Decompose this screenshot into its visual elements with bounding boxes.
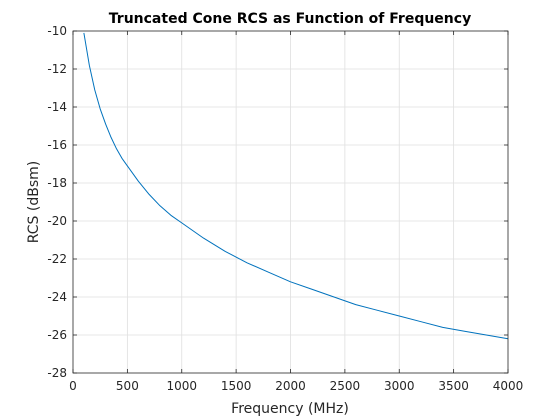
x-axis-label: Frequency (MHz) <box>231 401 349 417</box>
x-tick-label: 2500 <box>330 379 361 393</box>
y-tick-label: -10 <box>47 24 67 38</box>
x-tick-label: 500 <box>116 379 139 393</box>
x-tick-label: 4000 <box>493 379 524 393</box>
x-tick-label: 0 <box>69 379 77 393</box>
y-tick-label: -26 <box>47 328 67 342</box>
x-tick-label: 1500 <box>221 379 252 393</box>
chart-title: Truncated Cone RCS as Function of Freque… <box>109 11 471 27</box>
series-line <box>83 32 509 340</box>
y-tick-label: -22 <box>47 252 67 266</box>
x-tick-label: 3500 <box>438 379 469 393</box>
x-tick-label: 2000 <box>275 379 306 393</box>
y-tick-label: -20 <box>47 214 67 228</box>
y-tick-label: -16 <box>47 138 67 152</box>
x-tick-label: 3000 <box>384 379 415 393</box>
grid <box>73 31 508 373</box>
y-tick-label: -28 <box>47 366 67 380</box>
y-tick-label: -18 <box>47 176 67 190</box>
y-axis-label: RCS (dBsm) <box>26 161 42 244</box>
y-tick-label: -14 <box>47 100 67 114</box>
ticks: 0 500 1000 1500 2000 2500 3000 3500 4000 -28 -26 -2… <box>47 24 523 393</box>
y-tick-label: -24 <box>47 290 67 304</box>
series-layer <box>83 32 509 340</box>
x-tick-label: 1000 <box>166 379 197 393</box>
y-tick-label: -12 <box>47 62 67 76</box>
